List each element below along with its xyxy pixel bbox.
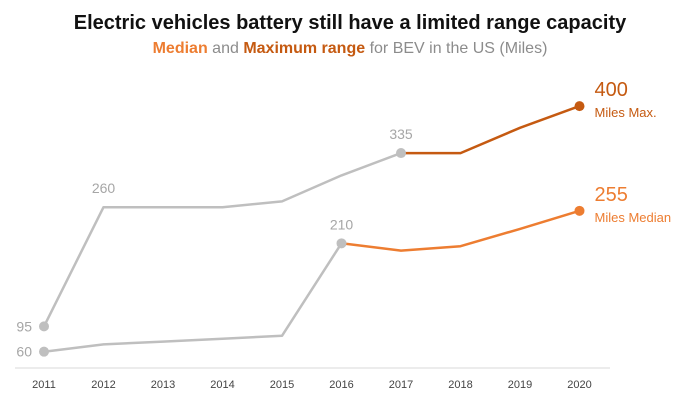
- series-median-line-gray: [43, 242, 343, 353]
- x-tick-label-2015: 2015: [270, 379, 294, 391]
- end-label-text-median: Miles Median: [595, 210, 672, 225]
- series-median-point-2011: [39, 346, 49, 357]
- x-tick-label-2020: 2020: [567, 379, 591, 391]
- point-label-2017-335: 335: [389, 126, 413, 142]
- series-median-point-2016: [336, 238, 347, 249]
- end-label-value-max: 400: [595, 79, 628, 101]
- end-label-value-median: 255: [595, 184, 628, 206]
- x-tick-label-2012: 2012: [91, 379, 115, 391]
- subtitle-and: and: [207, 40, 244, 57]
- x-tick-label-2019: 2019: [508, 379, 532, 391]
- series-max-line-highlight: [401, 104, 580, 155]
- series-max-point-2020: [574, 101, 585, 112]
- series-max-line-gray: [42, 151, 402, 327]
- point-label-2016-210: 210: [330, 216, 354, 232]
- x-tick-label-2011: 2011: [32, 379, 56, 391]
- x-tick-label-2014: 2014: [210, 379, 234, 391]
- chart-subtitle: Median and Maximum range for BEV in the …: [0, 40, 700, 58]
- subtitle-median: Median: [152, 40, 208, 57]
- point-label-2011-60: 60: [16, 344, 32, 360]
- end-label-text-max: Miles Max.: [595, 105, 657, 120]
- point-label-2012-260: 260: [92, 180, 116, 196]
- series-max-point-2011: [39, 321, 49, 332]
- x-tick-label-2016: 2016: [329, 379, 353, 391]
- x-tick-label-2013: 2013: [151, 379, 175, 391]
- series-max-point-2017: [396, 148, 406, 159]
- series-median-line-highlight: [341, 209, 580, 252]
- subtitle-rest: for BEV in the US (Miles): [365, 40, 548, 57]
- chart-title: Electric vehicles battery still have a l…: [73, 12, 627, 34]
- series-median-point-2020: [574, 205, 585, 216]
- subtitle-max: Maximum range: [243, 40, 366, 57]
- point-label-2011-95: 95: [16, 318, 32, 334]
- x-tick-label-2017: 2017: [389, 379, 413, 391]
- x-tick-label-2018: 2018: [448, 379, 472, 391]
